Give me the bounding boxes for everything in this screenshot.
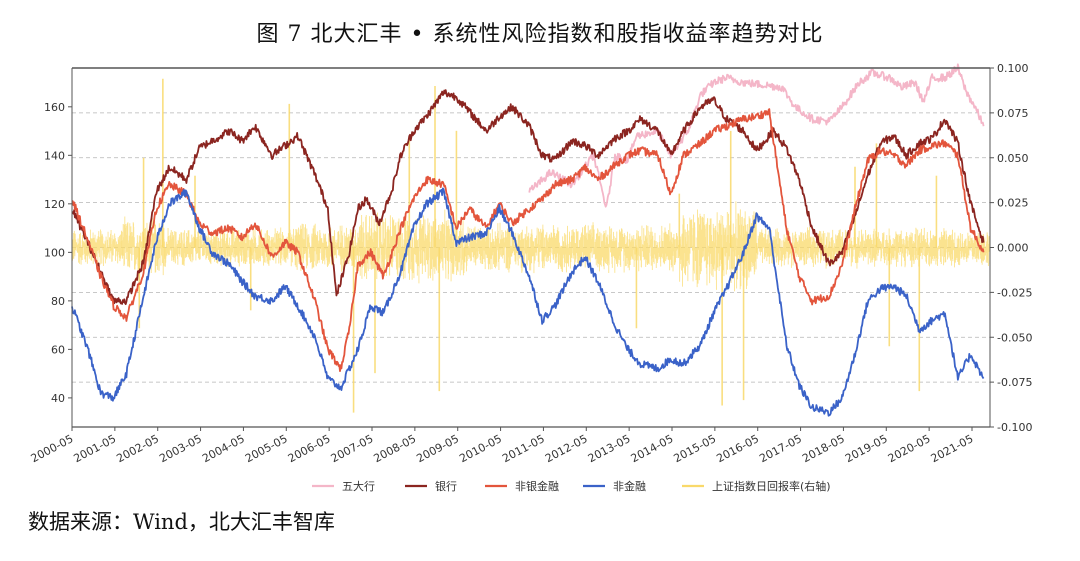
- ytick-right-7: 0.075: [997, 107, 1029, 120]
- xtick-13: 2013-05: [586, 432, 633, 465]
- xtick-3: 2003-05: [157, 432, 204, 465]
- returns-segment-2: [164, 227, 294, 267]
- source-note: 数据来源：Wind，北大汇丰智库: [28, 510, 335, 534]
- ytick-right-0: -0.100: [997, 421, 1032, 434]
- ytick-right-6: 0.050: [997, 152, 1029, 165]
- xtick-21: 2021-05: [929, 432, 976, 465]
- xtick-19: 2019-05: [843, 432, 890, 465]
- xtick-15: 2015-05: [672, 432, 719, 465]
- xtick-14: 2014-05: [629, 432, 676, 465]
- series-line-2: [71, 108, 985, 373]
- xtick-0: 2000-05: [29, 432, 76, 465]
- xtick-18: 2018-05: [800, 432, 847, 465]
- legend-label-0: 五大行: [342, 479, 375, 493]
- ytick-right-4: 0.000: [997, 242, 1029, 255]
- xtick-11: 2011-05: [500, 432, 547, 465]
- ytick-right-5: 0.025: [997, 197, 1029, 210]
- chart-canvas: 40 60 80 100 120 140 160 -0.100 -0.075 -0.050 -0.0…: [29, 62, 1033, 493]
- series-line-0: [528, 63, 985, 208]
- xtick-4: 2004-05: [200, 432, 247, 465]
- legend-label-1: 银行: [435, 479, 457, 493]
- ytick-left-4: 120: [44, 198, 65, 211]
- returns-segment-3: [293, 223, 359, 272]
- xtick-8: 2008-05: [372, 432, 419, 465]
- series-line-3: [71, 187, 985, 417]
- chart-title: 图 7 北大汇丰 • 系统性风险指数和股指收益率趋势对比: [256, 22, 824, 47]
- xtick-6: 2006-05: [286, 432, 333, 465]
- returns-segment-5: [464, 222, 680, 274]
- legend-label-4: 上证指数日回报率(右轴): [712, 479, 831, 493]
- ytick-right-8: 0.100: [997, 62, 1029, 75]
- legend: 五大行 银行 非银金融 非金融 上证指数日回报率(右轴): [312, 479, 831, 493]
- returns-segment-4: [357, 209, 466, 284]
- ytick-right-1: -0.075: [997, 376, 1032, 389]
- xtick-2: 2002-05: [114, 432, 161, 465]
- xtick-16: 2016-05: [714, 432, 761, 465]
- xtick-17: 2017-05: [757, 432, 804, 465]
- series-lines: [71, 63, 985, 417]
- returns-segment-7: [755, 226, 991, 269]
- ytick-right-3: -0.025: [997, 286, 1032, 299]
- xtick-20: 2020-05: [886, 432, 933, 465]
- xtick-1: 2001-05: [72, 432, 119, 465]
- xtick-9: 2009-05: [414, 432, 461, 465]
- series-line-1: [71, 89, 985, 306]
- ytick-left-5: 140: [44, 149, 65, 162]
- xtick-10: 2010-05: [457, 432, 504, 465]
- ytick-left-6: 160: [44, 101, 65, 114]
- xtick-7: 2007-05: [329, 432, 376, 465]
- ytick-left-1: 60: [51, 343, 65, 356]
- xtick-5: 2005-05: [243, 432, 290, 465]
- ytick-left-2: 80: [51, 295, 65, 308]
- legend-label-2: 非银金融: [515, 479, 559, 493]
- xtick-12: 2012-05: [543, 432, 590, 465]
- legend-label-3: 非金融: [613, 479, 646, 493]
- ytick-left-3: 100: [44, 246, 65, 259]
- ytick-left-0: 40: [51, 392, 65, 405]
- ytick-right-2: -0.050: [997, 331, 1032, 344]
